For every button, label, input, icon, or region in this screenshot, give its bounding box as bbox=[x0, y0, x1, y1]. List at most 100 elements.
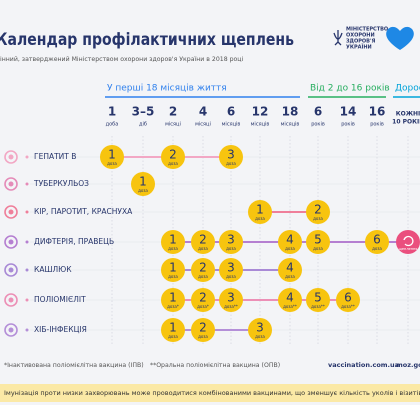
dose-label: доза bbox=[198, 334, 208, 339]
row-bullet bbox=[25, 155, 29, 159]
dose-circle bbox=[191, 288, 215, 312]
logo-line: ЗДОРОВ'Я bbox=[346, 39, 376, 45]
link[interactable]: moz.gov.ua bbox=[396, 361, 420, 369]
row-icon-core bbox=[8, 267, 14, 273]
dose-circle bbox=[131, 172, 155, 196]
dose-circle bbox=[248, 318, 272, 342]
row-bullet bbox=[25, 210, 29, 214]
dose-circle bbox=[219, 145, 243, 169]
column-number: 18 bbox=[282, 105, 299, 119]
column-unit: 10 РОКІВ bbox=[392, 119, 420, 126]
heart-icon bbox=[386, 26, 414, 50]
dose-label: доза bbox=[313, 246, 323, 251]
row-label: КАШЛЮК bbox=[34, 265, 72, 274]
dose-number: 1 bbox=[139, 175, 147, 189]
dose-number: 1 bbox=[256, 203, 264, 217]
dose-circle bbox=[191, 318, 215, 342]
dose-label: доза bbox=[198, 246, 208, 251]
dose-circle bbox=[161, 258, 185, 282]
dose-circle bbox=[161, 145, 185, 169]
dose-number: 6 bbox=[373, 233, 381, 247]
subtitle: інний, затверджений Міністерством охорон… bbox=[0, 55, 244, 63]
column-number: 3–5 bbox=[132, 105, 155, 119]
dose-number: 2 bbox=[169, 148, 177, 162]
dose-label: доза bbox=[107, 161, 117, 166]
banner-bg bbox=[0, 384, 420, 402]
dose-number: 3 bbox=[227, 233, 235, 247]
dose-circle bbox=[161, 230, 185, 254]
logo-line: УКРАЇНИ bbox=[346, 44, 372, 51]
row-label: ХІБ-ІНФЕКЦІЯ bbox=[34, 325, 87, 334]
row-bullet bbox=[25, 298, 29, 302]
column-number: 14 bbox=[340, 105, 357, 119]
row-label: ПОЛІОМІЄЛІТ bbox=[34, 295, 86, 304]
booster-label: щеплення bbox=[399, 247, 418, 251]
dose-circle bbox=[248, 200, 272, 224]
trident bbox=[333, 30, 343, 46]
ministry-logo: МІНІСТЕРСТВО ОХОРОНИ ЗДОРОВ'Я УКРАЇНИ bbox=[333, 26, 414, 51]
booster-circle bbox=[396, 230, 420, 254]
row-icon bbox=[4, 177, 18, 191]
dose-circle bbox=[306, 230, 330, 254]
booster-icon bbox=[403, 235, 414, 247]
dose-circle bbox=[191, 258, 215, 282]
dose-number: 4 bbox=[286, 233, 294, 247]
row-label: ТУБЕРКУЛЬОЗ bbox=[33, 179, 89, 188]
column-unit: місяці bbox=[165, 122, 181, 128]
dose-number: 3 bbox=[256, 321, 264, 335]
dose-number: 5 bbox=[314, 291, 322, 305]
banner-text: Імунізація проти низки захворювань може … bbox=[4, 389, 420, 397]
row-label: ДИФТЕРІЯ, ПРАВЕЦЬ bbox=[34, 237, 114, 246]
column-unit: років bbox=[341, 122, 355, 128]
column-unit: діб bbox=[139, 122, 147, 128]
footnote: **Оральна поліомієлітна вакцина (ОПВ) bbox=[150, 361, 280, 369]
dose-number: 1 bbox=[169, 261, 177, 275]
row-icon-core bbox=[8, 327, 14, 333]
dose-circle bbox=[191, 230, 215, 254]
dose-label: доза bbox=[226, 161, 236, 166]
dose-number: 2 bbox=[314, 203, 322, 217]
dose-circle bbox=[336, 288, 360, 312]
dose-circle bbox=[278, 258, 302, 282]
row-icon bbox=[4, 235, 18, 249]
row-icon bbox=[4, 150, 18, 164]
dose-label: доза bbox=[372, 246, 382, 251]
content: У перші 18 місяців життя Від 2 до 16 рокі… bbox=[4, 84, 420, 342]
row-icon bbox=[4, 293, 18, 307]
dose-number: 3 bbox=[227, 291, 235, 305]
row-bullet bbox=[25, 182, 29, 186]
row-bullet bbox=[25, 240, 29, 244]
dose-number: 6 bbox=[344, 291, 352, 305]
column-number: 1 bbox=[108, 105, 116, 119]
dose-number: 2 bbox=[199, 291, 207, 305]
column-unit: місяців bbox=[281, 122, 300, 128]
dose-number: 2 bbox=[199, 321, 207, 335]
column-number: КОЖНІ bbox=[396, 111, 420, 118]
row-icon-core bbox=[8, 181, 14, 187]
column-unit: доба bbox=[106, 122, 119, 128]
dose-circle bbox=[219, 288, 243, 312]
row-bullet bbox=[25, 328, 29, 332]
logo-line: ОХОРОНИ bbox=[346, 33, 375, 39]
dose-label: доза** bbox=[311, 304, 325, 309]
link[interactable]: vaccination.com.ua bbox=[328, 361, 399, 369]
dose-number: 4 bbox=[286, 261, 294, 275]
age-group: Дорос bbox=[395, 84, 420, 94]
dose-label: доза** bbox=[224, 304, 238, 309]
column-number: 16 bbox=[369, 105, 386, 119]
row-label: ГЕПАТИТ В bbox=[34, 152, 76, 161]
dose-label: доза bbox=[255, 334, 265, 339]
dose-label: доза bbox=[168, 274, 178, 279]
dose-label: доза** bbox=[341, 304, 355, 309]
row-bullet bbox=[25, 268, 29, 272]
dose-circle bbox=[219, 258, 243, 282]
dose-number: 4 bbox=[286, 291, 294, 305]
dose-circle bbox=[306, 288, 330, 312]
dose-label: доза bbox=[198, 274, 208, 279]
dose-label: доза bbox=[285, 274, 295, 279]
dose-circle bbox=[278, 288, 302, 312]
dose-number: 1 bbox=[169, 321, 177, 335]
column-unit: місяців bbox=[222, 122, 241, 128]
dose-circle bbox=[100, 145, 124, 169]
